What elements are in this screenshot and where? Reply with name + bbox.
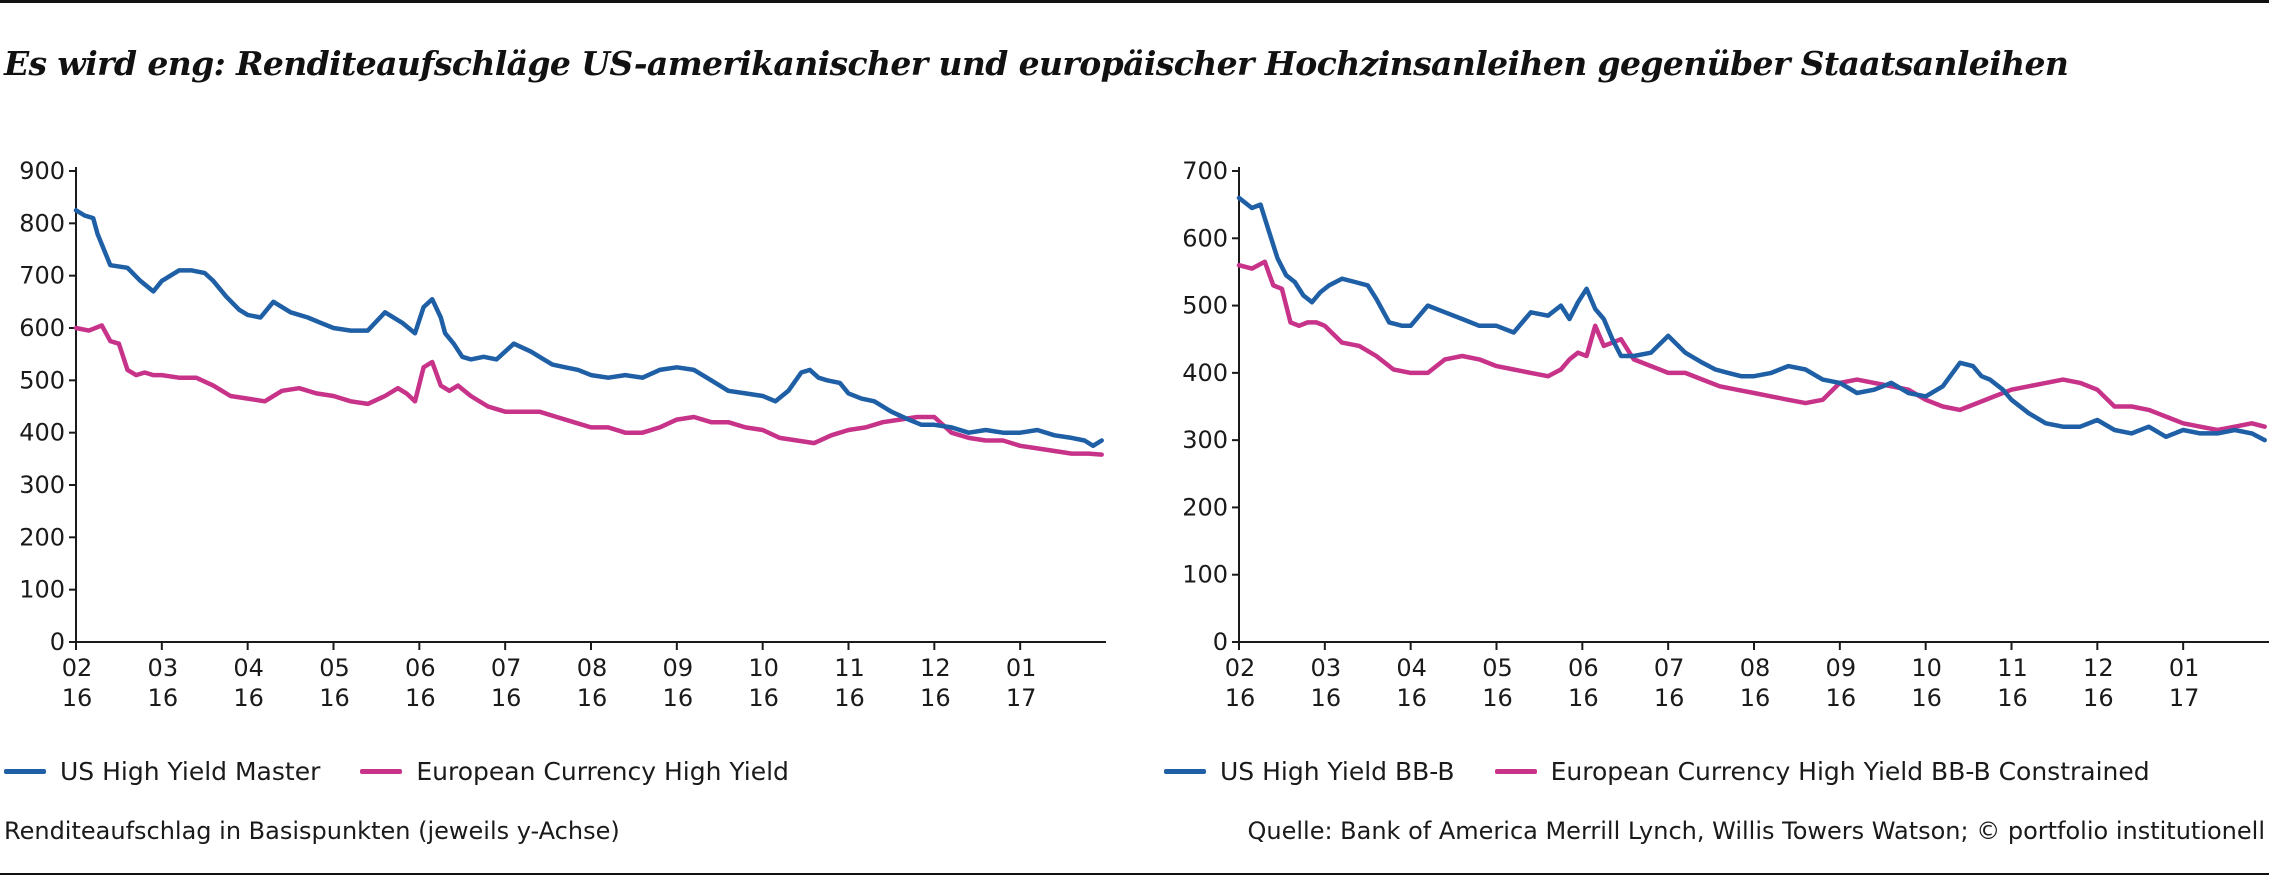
x-tick-label-year: 16 (663, 684, 694, 712)
x-tick-label-month: 10 (748, 654, 779, 682)
x-tick-label-month: 05 (1482, 654, 1513, 682)
x-tick-label-month: 11 (834, 654, 865, 682)
y-tick-label: 400 (19, 419, 65, 447)
x-tick-label-year: 16 (1826, 684, 1857, 712)
x-tick-label-year: 16 (491, 684, 522, 712)
x-tick-label-year: 16 (1396, 684, 1427, 712)
legend-label-us-bbb: US High Yield BB-B (1220, 756, 1455, 786)
series-line-us (1236, 195, 2267, 443)
x-tick-label-month: 04 (233, 654, 264, 682)
x-tick-label-year: 16 (577, 684, 608, 712)
x-tick-label-month: 12 (2083, 654, 2114, 682)
x-tick-label-year: 16 (1997, 684, 2028, 712)
y-tick-label: 800 (19, 209, 65, 237)
y-tick-label: 600 (1182, 224, 1228, 252)
y-tick-label: 200 (19, 523, 65, 551)
series-line-us (73, 208, 1104, 449)
chart-left: 0100200300400500600700800900021603160416… (19, 157, 1106, 712)
legend-right: US High Yield BB-B European Currency Hig… (1164, 756, 2190, 786)
source-note: Quelle: Bank of America Merrill Lynch, W… (1247, 817, 2265, 845)
y-tick-label: 500 (1182, 292, 1228, 320)
x-tick-label-month: 06 (405, 654, 436, 682)
x-tick-label-month: 06 (1568, 654, 1599, 682)
x-tick-label-month: 04 (1396, 654, 1427, 682)
x-tick-label-month: 11 (1997, 654, 2028, 682)
x-tick-label-year: 16 (1482, 684, 1513, 712)
x-tick-label-year: 16 (62, 684, 93, 712)
y-tick-label: 0 (1213, 628, 1228, 656)
x-tick-label-year: 16 (920, 684, 951, 712)
x-tick-label-year: 16 (748, 684, 779, 712)
x-tick-label-month: 02 (62, 654, 93, 682)
y-tick-label: 900 (19, 157, 65, 185)
x-tick-label-month: 02 (1225, 654, 1256, 682)
x-tick-label-year: 16 (1568, 684, 1599, 712)
x-tick-label-year: 16 (1654, 684, 1685, 712)
x-tick-label-year: 17 (2169, 684, 2200, 712)
legend-label-eu-bbb: European Currency High Yield BB-B Constr… (1550, 756, 2150, 786)
x-tick-label-year: 16 (834, 684, 865, 712)
x-tick-label-month: 07 (491, 654, 522, 682)
x-tick-label-year: 16 (2083, 684, 2114, 712)
legend-item-eu-bbb: European Currency High Yield BB-B Constr… (1494, 756, 2150, 786)
series-line-eu (73, 323, 1104, 457)
x-tick-label-month: 07 (1654, 654, 1685, 682)
legend-label-us: US High Yield Master (60, 756, 321, 786)
x-tick-label-year: 16 (1225, 684, 1256, 712)
x-tick-label-month: 09 (1826, 654, 1857, 682)
x-tick-label-month: 01 (1006, 654, 1037, 682)
x-tick-label-month: 05 (319, 654, 350, 682)
x-tick-label-month: 10 (1911, 654, 1942, 682)
x-tick-label-year: 16 (319, 684, 350, 712)
footnote: Renditeaufschlag in Basispunkten (jeweil… (4, 817, 620, 845)
x-tick-label-year: 16 (405, 684, 436, 712)
x-tick-label-year: 16 (233, 684, 264, 712)
chart-right: 0100200300400500600700021603160416051606… (1182, 157, 2269, 712)
series-line-eu (1236, 259, 2267, 433)
x-tick-label-year: 16 (1911, 684, 1942, 712)
bottom-rule (0, 873, 2269, 875)
x-tick-label-year: 17 (1006, 684, 1037, 712)
x-tick-label-month: 03 (148, 654, 179, 682)
y-tick-label: 300 (19, 471, 65, 499)
x-tick-label-month: 03 (1311, 654, 1342, 682)
y-tick-label: 100 (19, 576, 65, 604)
y-tick-label: 100 (1182, 561, 1228, 589)
y-tick-label: 0 (50, 628, 65, 656)
y-tick-label: 500 (19, 366, 65, 394)
legend-swatch-eu (360, 768, 403, 774)
x-tick-label-year: 16 (1311, 684, 1342, 712)
y-tick-label: 700 (19, 262, 65, 290)
legend-swatch-us (4, 768, 46, 774)
x-tick-label-month: 08 (1740, 654, 1771, 682)
x-tick-label-month: 08 (577, 654, 608, 682)
top-rule (0, 0, 2269, 3)
x-tick-label-month: 01 (2169, 654, 2200, 682)
legend-item-eu: European Currency High Yield (360, 757, 789, 786)
y-tick-label: 300 (1182, 426, 1228, 454)
chart-title: Es wird eng: Renditeaufschläge US-amerik… (4, 44, 2069, 83)
legend-swatch-us-bbb (1164, 768, 1206, 774)
y-tick-label: 600 (19, 314, 65, 342)
y-tick-label: 400 (1182, 359, 1228, 387)
x-tick-label-year: 16 (148, 684, 179, 712)
legend-label-eu: European Currency High Yield (416, 756, 789, 786)
legend-swatch-eu-bbb (1494, 768, 1537, 774)
legend-item-us: US High Yield Master (4, 757, 320, 786)
y-tick-label: 200 (1182, 493, 1228, 521)
x-tick-label-month: 09 (663, 654, 694, 682)
x-tick-label-year: 16 (1740, 684, 1771, 712)
x-tick-label-month: 12 (920, 654, 951, 682)
legend-item-us-bbb: US High Yield BB-B (1164, 757, 1455, 786)
y-tick-label: 700 (1182, 157, 1228, 185)
legend-left: US High Yield Master European Currency H… (4, 756, 829, 786)
